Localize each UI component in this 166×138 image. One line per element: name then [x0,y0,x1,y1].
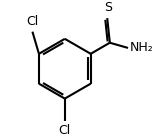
Text: S: S [105,1,113,14]
Text: Cl: Cl [26,15,39,28]
Text: Cl: Cl [59,124,71,137]
Text: NH₂: NH₂ [129,41,153,54]
